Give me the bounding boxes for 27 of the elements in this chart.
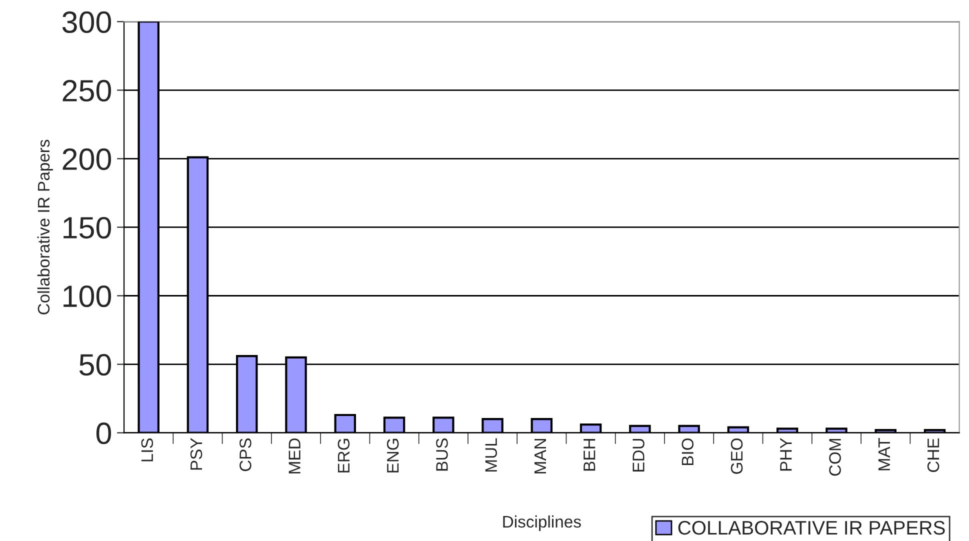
x-tick-label: CPS [240, 438, 252, 472]
x-tick-label: LIS [141, 438, 154, 462]
x-tick-label: BIO [682, 438, 694, 466]
y-tick-label: 200 [62, 148, 112, 170]
legend-label: COLLABORATIVE IR PAPERS [678, 520, 945, 535]
x-tick-label: EDU [632, 438, 644, 472]
y-axis-title: Collaborative IR Papers [37, 140, 53, 314]
x-tick-label: MED [288, 438, 300, 474]
x-tick-label: MAN [534, 439, 546, 474]
x-tick-label: BUS [436, 438, 448, 471]
x-tick-label: CHE [927, 438, 940, 472]
y-tick-label: 50 [79, 354, 112, 376]
y-tick-label: 0 [96, 422, 112, 444]
y-tick-label: 100 [64, 285, 112, 308]
y-tick-label: 150 [64, 216, 112, 239]
x-tick-label: ERG [338, 438, 350, 472]
x-tick-label: BEH [584, 439, 596, 471]
x-tick-label: ENG [386, 438, 399, 472]
x-tick-label: MAT [878, 438, 890, 470]
y-tick-label: 300 [62, 11, 112, 34]
x-tick-label: COM [829, 439, 841, 476]
x-axis-title: Disciplines [503, 515, 581, 531]
x-tick-label: PHY [780, 438, 792, 471]
y-tick-label: 250 [62, 80, 112, 102]
x-tick-label: PSY [190, 438, 202, 470]
x-tick-label: GEO [730, 438, 743, 474]
x-tick-label: MUL [485, 438, 498, 472]
